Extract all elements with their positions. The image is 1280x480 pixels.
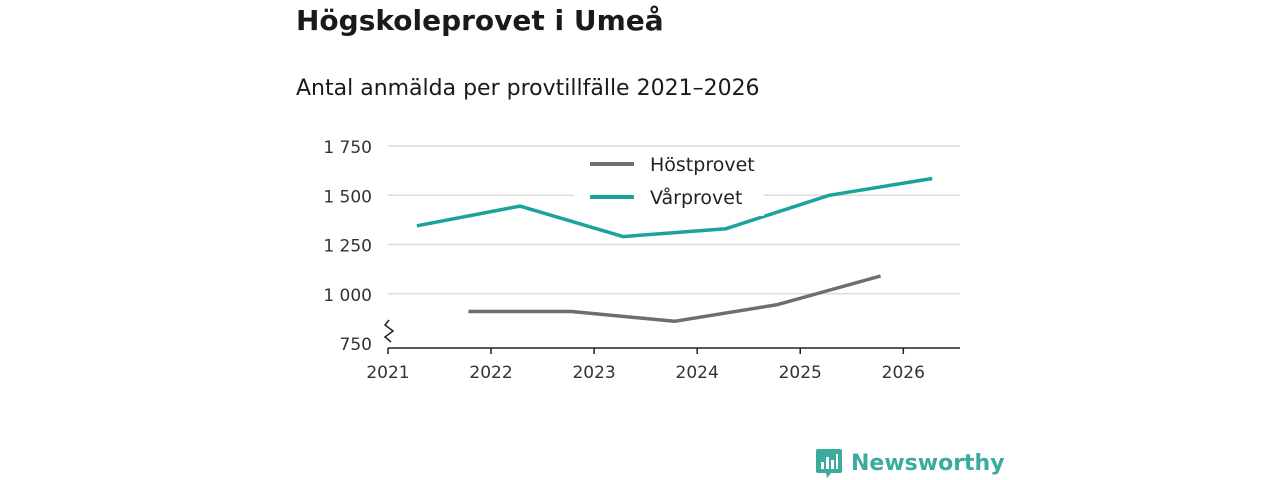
x-tick-label: 2024 xyxy=(676,363,719,383)
x-tick-label: 2023 xyxy=(572,363,615,383)
legend-label: Höstprovet xyxy=(650,154,755,176)
chart-title: Högskoleprovet i Umeå xyxy=(296,4,664,37)
x-tick-label: 2026 xyxy=(882,363,925,383)
brand-name: Newsworthy xyxy=(851,450,1005,476)
newsworthy-icon xyxy=(816,449,842,478)
x-tick-label: 2021 xyxy=(366,363,409,383)
y-tick-label: 1 500 xyxy=(323,187,372,207)
series-line-varprovet xyxy=(416,176,933,239)
legend: Höstprovet Vårprovet xyxy=(574,148,764,216)
y-axis-labels: 750 1 000 1 250 1 500 1 750 xyxy=(323,138,372,355)
y-tick-label: 1 250 xyxy=(323,237,372,257)
legend-box xyxy=(574,148,764,216)
x-axis xyxy=(383,319,960,354)
newsworthy-logo: Newsworthy xyxy=(815,447,1005,479)
series-line-hostprovet xyxy=(468,274,882,324)
series-lines xyxy=(416,176,933,324)
x-tick-label: 2025 xyxy=(779,363,822,383)
x-tick-label: 2022 xyxy=(469,363,512,383)
chart-subtitle: Antal anmälda per provtillfälle 2021–202… xyxy=(296,76,760,101)
y-tick-label: 1 750 xyxy=(323,138,372,158)
legend-label: Vårprovet xyxy=(650,186,742,209)
y-tick-label: 750 xyxy=(340,335,372,355)
x-axis-labels: 2021 2022 2023 2024 2025 2026 xyxy=(366,363,925,383)
axis-break-icon xyxy=(383,319,395,343)
y-tick-label: 1 000 xyxy=(323,286,372,306)
